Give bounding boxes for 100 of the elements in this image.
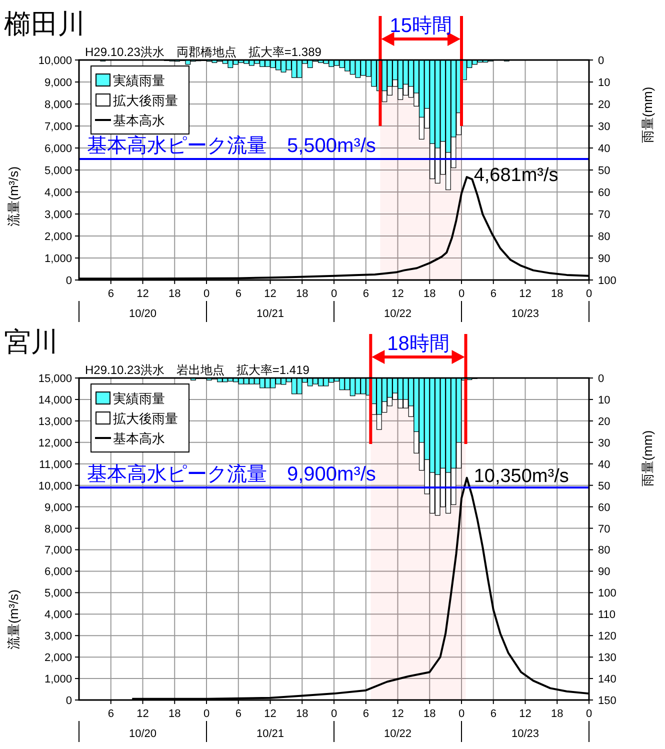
y-tick-label: 15,000	[38, 373, 72, 385]
y2-tick-label: 130	[598, 652, 616, 664]
x-tick-label: 0	[330, 708, 338, 720]
y2-tick-label: 80	[598, 544, 610, 557]
text: 10/23	[511, 308, 540, 320]
x-tick-label: 6	[362, 288, 369, 300]
text: 10/21	[256, 728, 284, 740]
y-tick-label: 11,000	[39, 458, 72, 471]
y2-axis-title: 雨量(mm)	[640, 86, 655, 144]
y-tick-label: 1,000	[44, 253, 72, 265]
y-axis-title: 流量(m³/s)	[6, 590, 21, 650]
x-tick-label: 0	[586, 708, 592, 720]
y2-tick-label: 10	[598, 77, 610, 89]
text: 10/22	[384, 308, 412, 320]
x-tick-label: 12	[392, 708, 404, 720]
y2-tick-label: 10	[598, 394, 610, 406]
y2-axis-title: 雨量(mm)	[640, 430, 655, 487]
x-tick-label: 18	[296, 708, 308, 720]
text: 10/23	[511, 728, 540, 740]
y-tick-label: 0	[66, 275, 72, 287]
x-tick-label: 12	[264, 708, 276, 720]
y2-tick-label: 110	[598, 609, 616, 622]
y-tick-label: 6,000	[44, 566, 72, 578]
x-tick-label: 6	[108, 288, 114, 300]
chart-subtitle: H29.10.23洪水 岩出地点 拡大率=1.419	[85, 363, 310, 377]
chart-title: 宮川	[4, 327, 58, 357]
y2-tick-label: 50	[598, 165, 610, 177]
x-tick-label: 18	[424, 708, 436, 720]
legend-label: 実績雨量	[113, 391, 165, 406]
x-tick-label: 12	[136, 288, 149, 300]
ref-line-label: 基本高水ピーク流量 9,900m³/s	[87, 462, 376, 486]
text: 10/20	[128, 308, 157, 320]
x-tick-label: 0	[203, 288, 210, 300]
x-tick-label: 0	[330, 288, 338, 300]
y2-tick-label: 150	[598, 695, 616, 707]
x-tick-label: 18	[551, 288, 564, 300]
x-tick-label: 6	[490, 708, 496, 720]
x-tick-label: 12	[264, 288, 276, 300]
y2-tick-label: 60	[598, 187, 610, 199]
y-tick-label: 2,000	[44, 231, 72, 243]
y2-tick-label: 100	[598, 588, 616, 600]
text: 10/20	[128, 728, 157, 740]
y2-tick-label: 0	[598, 373, 604, 385]
text: 10/21	[256, 308, 284, 320]
x-tick-label: 6	[108, 708, 114, 720]
y-tick-label: 5,000	[44, 165, 72, 177]
legend-label: 拡大後雨量	[113, 93, 178, 108]
y2-tick-label: 30	[598, 121, 610, 133]
y-tick-label: 4,000	[44, 187, 72, 199]
legend-label: 拡大後雨量	[113, 411, 178, 426]
y-tick-label: 10,000	[38, 55, 72, 67]
y2-tick-label: 120	[598, 630, 616, 643]
x-tick-label: 6	[362, 708, 369, 720]
y-tick-label: 3,000	[44, 209, 72, 221]
y-tick-label: 9,000	[44, 502, 72, 514]
y-tick-label: 8,000	[44, 99, 72, 111]
x-tick-label: 6	[235, 288, 242, 300]
y2-tick-label: 20	[598, 416, 610, 428]
y-axis-title: 流量(m³/s)	[6, 166, 21, 226]
y-tick-label: 5,000	[44, 588, 72, 600]
y-tick-label: 6,000	[44, 143, 72, 155]
y-tick-label: 4,000	[44, 609, 72, 622]
x-tick-label: 18	[168, 288, 181, 300]
legend-label: 実績雨量	[113, 73, 165, 88]
x-tick-label: 6	[490, 288, 496, 300]
y-tick-label: 10,000	[38, 480, 72, 492]
x-tick-label: 0	[586, 288, 592, 300]
x-tick-label: 0	[458, 288, 465, 300]
x-tick-label: 12	[519, 288, 532, 300]
y-tick-label: 7,000	[44, 121, 72, 133]
y-tick-label: 1,000	[44, 674, 72, 686]
y2-tick-label: 70	[598, 523, 610, 536]
chart-title: 櫛田川	[4, 9, 85, 39]
legend-label: 15時間	[390, 15, 452, 37]
y2-tick-label: 50	[598, 480, 610, 492]
y2-tick-label: 60	[598, 502, 610, 514]
y2-tick-label: 40	[598, 143, 610, 155]
y-tick-label: 0	[66, 695, 72, 707]
y2-tick-label: 70	[598, 209, 610, 221]
y2-tick-label: 0	[598, 55, 604, 67]
x-tick-label: 18	[551, 708, 564, 720]
y2-tick-label: 80	[598, 231, 610, 243]
text: 10/22	[384, 728, 412, 740]
y-tick-label: 2,000	[44, 652, 72, 664]
x-tick-label: 18	[168, 708, 181, 720]
legend-label: 基本高水	[113, 113, 165, 128]
annotation: 10,350m³/s	[474, 466, 569, 487]
chart-subtitle: H29.10.23洪水 両郡橋地点 拡大率=1.389	[85, 45, 322, 59]
legend-label: 基本高水	[113, 431, 165, 446]
y2-tick-label: 40	[598, 458, 610, 471]
y2-tick-label: 140	[598, 674, 616, 686]
y-tick-label: 7,000	[44, 544, 72, 557]
y2-tick-label: 90	[598, 566, 610, 578]
y2-tick-label: 90	[598, 253, 610, 265]
y-tick-label: 13,000	[38, 416, 72, 428]
x-tick-label: 18	[424, 288, 436, 300]
annotation: 4,681m³/s	[474, 165, 558, 186]
y2-tick-label: 20	[598, 99, 610, 111]
x-tick-label: 0	[458, 708, 465, 720]
legend-label: 18時間	[387, 333, 450, 355]
